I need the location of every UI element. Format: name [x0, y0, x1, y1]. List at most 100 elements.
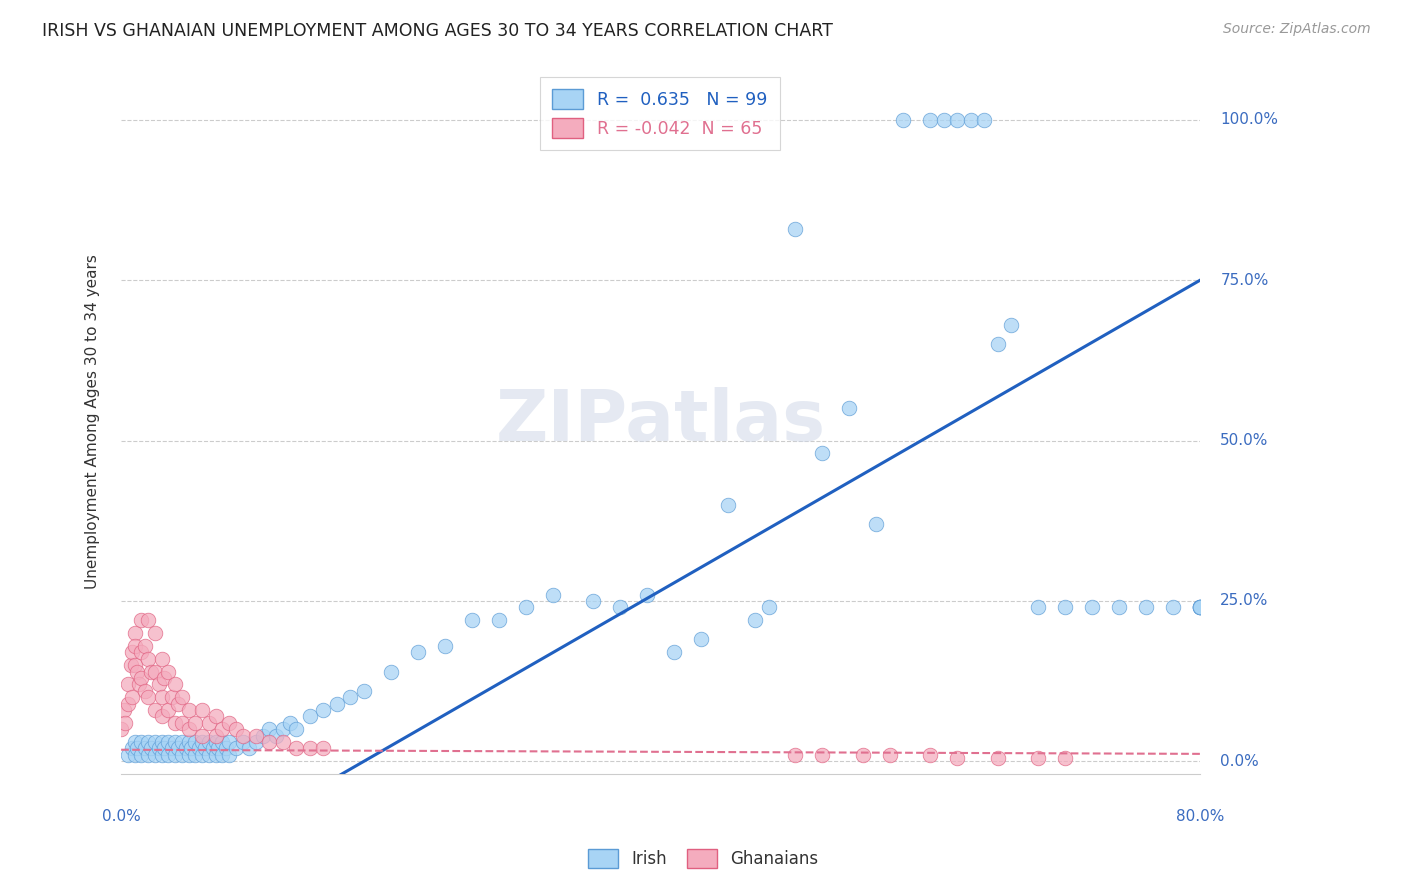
Point — [166, 741, 188, 756]
Point — [165, 677, 187, 691]
Point — [136, 613, 159, 627]
Point — [245, 735, 267, 749]
Point — [165, 735, 187, 749]
Point — [865, 516, 887, 531]
Point — [278, 715, 301, 730]
Point — [225, 741, 247, 756]
Point — [312, 741, 335, 756]
Point — [211, 735, 233, 749]
Point — [609, 600, 631, 615]
Point — [852, 747, 875, 762]
Point — [285, 723, 308, 737]
Point — [162, 690, 184, 705]
Point — [143, 703, 166, 717]
Point — [124, 735, 146, 749]
Point — [231, 729, 253, 743]
Point — [124, 658, 146, 673]
Point — [148, 677, 170, 691]
Point — [170, 735, 193, 749]
Point — [515, 600, 537, 615]
Point — [191, 703, 214, 717]
Point — [1108, 600, 1130, 615]
Point — [143, 735, 166, 749]
Point — [170, 690, 193, 705]
Point — [959, 112, 981, 127]
Point — [110, 723, 132, 737]
Point — [582, 594, 605, 608]
Point — [215, 741, 238, 756]
Point — [690, 632, 713, 647]
Point — [153, 671, 176, 685]
Point — [380, 665, 402, 679]
Point — [218, 747, 240, 762]
Point — [177, 723, 200, 737]
Point — [271, 723, 294, 737]
Point — [259, 723, 281, 737]
Point — [165, 715, 187, 730]
Text: Source: ZipAtlas.com: Source: ZipAtlas.com — [1223, 22, 1371, 37]
Point — [204, 709, 226, 723]
Point — [174, 741, 197, 756]
Point — [191, 729, 214, 743]
Point — [117, 677, 139, 691]
Point — [121, 690, 143, 705]
Point — [139, 665, 162, 679]
Point — [117, 697, 139, 711]
Text: 100.0%: 100.0% — [1220, 112, 1278, 128]
Point — [1054, 600, 1077, 615]
Point — [177, 747, 200, 762]
Point — [157, 747, 180, 762]
Point — [136, 651, 159, 665]
Point — [785, 222, 807, 236]
Point — [218, 715, 240, 730]
Point — [166, 697, 188, 711]
Point — [662, 645, 685, 659]
Point — [177, 735, 200, 749]
Point — [204, 729, 226, 743]
Point — [198, 735, 221, 749]
Point — [114, 715, 136, 730]
Point — [326, 697, 349, 711]
Point — [218, 735, 240, 749]
Point — [932, 112, 955, 127]
Point — [252, 729, 274, 743]
Point — [131, 645, 153, 659]
Point — [184, 735, 207, 749]
Point — [1135, 600, 1157, 615]
Point — [170, 747, 193, 762]
Text: 0.0%: 0.0% — [101, 809, 141, 824]
Point — [211, 723, 233, 737]
Point — [131, 735, 153, 749]
Point — [1189, 600, 1212, 615]
Point — [920, 112, 942, 127]
Point — [157, 665, 180, 679]
Point — [120, 658, 142, 673]
Point — [198, 715, 221, 730]
Point — [127, 665, 149, 679]
Point — [717, 498, 740, 512]
Point — [987, 337, 1010, 351]
Point — [1054, 751, 1077, 765]
Point — [204, 747, 226, 762]
Point — [339, 690, 361, 705]
Point — [150, 747, 173, 762]
Point — [191, 735, 214, 749]
Point — [143, 747, 166, 762]
Point — [271, 735, 294, 749]
Point — [541, 588, 564, 602]
Point — [1161, 600, 1184, 615]
Point — [180, 741, 202, 756]
Point — [893, 112, 915, 127]
Point — [312, 703, 335, 717]
Point — [162, 741, 184, 756]
Text: 75.0%: 75.0% — [1220, 273, 1268, 288]
Point — [184, 747, 207, 762]
Point — [1026, 600, 1049, 615]
Point — [139, 741, 162, 756]
Legend: Irish, Ghanaians: Irish, Ghanaians — [581, 842, 825, 875]
Point — [165, 747, 187, 762]
Point — [134, 683, 156, 698]
Point — [131, 747, 153, 762]
Point — [204, 735, 226, 749]
Point — [1189, 600, 1212, 615]
